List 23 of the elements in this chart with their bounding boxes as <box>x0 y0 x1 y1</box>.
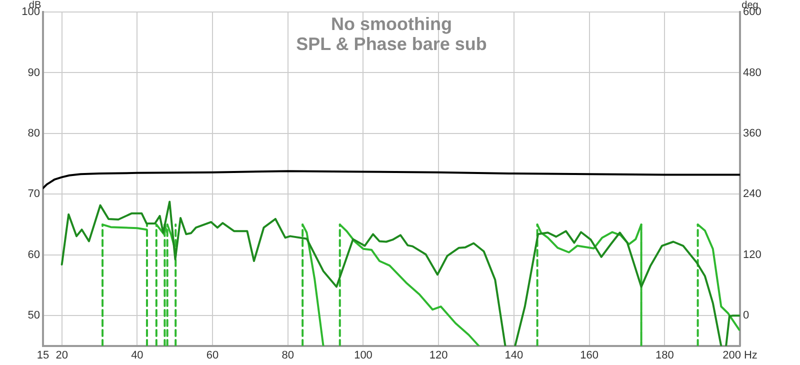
x-tick-label: 180 <box>655 350 674 362</box>
x-tick-label: 200 Hz <box>722 350 758 362</box>
x-tick-label: 160 <box>580 350 598 362</box>
chart-title: No smoothing <box>331 14 452 34</box>
x-tick-label: 120 <box>429 350 448 362</box>
x-tick-label: 140 <box>504 350 524 362</box>
x-tick-label: 40 <box>131 350 144 362</box>
y2-tick-label: 120 <box>743 248 762 261</box>
y-tick-label: 70 <box>28 188 40 200</box>
y-tick-label: 50 <box>28 310 40 322</box>
x-tick-label: 20 <box>56 350 68 362</box>
y-tick-label: 60 <box>28 248 40 261</box>
y2-tick-label: 480 <box>743 66 762 79</box>
y-tick-label: 80 <box>28 127 40 140</box>
y-tick-label: 90 <box>28 66 40 79</box>
x-tick-label: 60 <box>206 350 219 362</box>
x-tick-label: 15 <box>36 350 50 362</box>
y2-tick-label: 360 <box>743 127 762 140</box>
y2-tick-label: 0 <box>743 310 750 322</box>
x-tick-label: 80 <box>282 350 294 362</box>
x-tick-label: 100 <box>354 350 372 362</box>
y2-tick-label: 240 <box>743 188 762 200</box>
text: SPL & Phase bare sub <box>296 34 487 54</box>
